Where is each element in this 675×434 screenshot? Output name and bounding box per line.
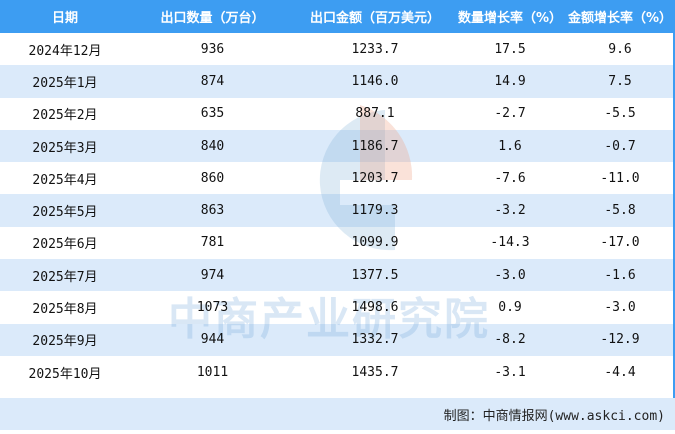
table-header: 日期 出口数量（万台） 出口金额（百万美元） 数量增长率（%） 金额增长率（%） (0, 0, 675, 33)
header-date: 日期 (51, 11, 78, 26)
cell-amount: 1179.3 (351, 203, 399, 219)
cell-quantity-growth: 0.9 (498, 300, 522, 316)
header-amount-growth: 金额增长率（%） (567, 11, 673, 26)
table-row: 2025年10月 1011 1435.7 -3.1 -4.4 (0, 356, 675, 388)
table-row: 2025年8月 1073 1498.6 0.9 -3.0 (0, 291, 675, 323)
header-quantity: 出口数量（万台） (160, 11, 265, 26)
cell-amount-growth: 7.5 (608, 73, 632, 89)
cell-date: 2025年6月 (32, 237, 98, 253)
cell-amount: 1498.6 (351, 300, 399, 316)
cell-quantity: 635 (200, 106, 225, 122)
cell-quantity-growth: -14.3 (490, 235, 530, 251)
cell-amount: 1203.7 (351, 170, 399, 186)
cell-amount-growth: -11.0 (600, 170, 640, 186)
table-row: 2025年4月 860 1203.7 -7.6 -11.0 (0, 162, 675, 194)
cell-amount-growth: -5.8 (604, 203, 636, 219)
table-row: 2025年2月 635 887.1 -2.7 -5.5 (0, 98, 675, 130)
cell-quantity: 1073 (196, 300, 229, 316)
cell-quantity-growth: -3.2 (494, 203, 526, 219)
cell-amount: 1377.5 (351, 267, 399, 283)
cell-quantity-growth: -8.2 (494, 332, 526, 348)
cell-quantity: 874 (200, 73, 225, 89)
cell-date: 2025年7月 (32, 269, 98, 285)
table-row: 2025年3月 840 1186.7 1.6 -0.7 (0, 129, 675, 163)
cell-amount-growth: -5.5 (604, 106, 636, 122)
cell-quantity-growth: -3.0 (494, 267, 526, 283)
cell-quantity: 1011 (196, 364, 229, 380)
data-table: 日期 出口数量（万台） 出口金额（百万美元） 数量增长率（%） 金额增长率（%）… (0, 0, 675, 388)
cell-date: 2025年10月 (28, 366, 102, 382)
cell-amount-growth: -12.9 (600, 332, 640, 348)
cell-amount: 1146.0 (351, 73, 399, 89)
cell-amount: 1233.7 (351, 41, 399, 57)
footer: 制图：中商情报网(www.askci.com) (0, 398, 675, 430)
cell-quantity-growth: 1.6 (498, 138, 522, 154)
cell-date: 2025年9月 (32, 334, 98, 350)
cell-quantity-growth: 17.5 (494, 41, 526, 57)
cell-quantity: 936 (200, 41, 225, 57)
cell-quantity: 974 (200, 267, 225, 283)
cell-date: 2025年4月 (32, 172, 98, 188)
cell-amount-growth: -17.0 (600, 235, 640, 251)
table-row: 2024年12月 936 1233.7 17.5 9.6 (0, 33, 675, 65)
cell-quantity-growth: -3.1 (494, 364, 526, 380)
cell-amount: 1332.7 (351, 332, 399, 348)
cell-date: 2024年12月 (28, 43, 102, 59)
cell-date: 2025年2月 (32, 108, 98, 124)
cell-quantity: 840 (200, 138, 225, 154)
table-row: 2025年5月 863 1179.3 -3.2 -5.8 (0, 194, 675, 227)
table-row: 2025年7月 974 1377.5 -3.0 -1.6 (0, 259, 675, 292)
table-row: 2025年1月 874 1146.0 14.9 7.5 (0, 65, 675, 98)
table-row: 2025年9月 944 1332.7 -8.2 -12.9 (0, 323, 675, 356)
cell-quantity-growth: -7.6 (494, 170, 526, 186)
cell-amount: 1186.7 (351, 138, 399, 154)
cell-quantity-growth: 14.9 (494, 73, 526, 89)
cell-quantity: 944 (200, 332, 225, 348)
cell-amount: 887.1 (355, 106, 395, 122)
header-amount: 出口金额（百万美元） (309, 11, 440, 26)
cell-amount: 1435.7 (351, 364, 399, 380)
table-border (673, 33, 675, 398)
cell-quantity: 781 (200, 235, 225, 251)
cell-quantity-growth: -2.7 (494, 106, 526, 122)
cell-amount-growth: -3.0 (604, 300, 636, 316)
cell-quantity: 863 (200, 203, 225, 219)
cell-amount-growth: 9.6 (608, 41, 632, 57)
cell-date: 2025年5月 (32, 205, 98, 221)
cell-amount: 1099.9 (351, 235, 399, 251)
cell-date: 2025年1月 (32, 75, 98, 91)
header-quantity-growth: 数量增长率（%） (457, 11, 563, 26)
cell-amount-growth: -4.4 (604, 364, 636, 380)
cell-date: 2025年3月 (32, 140, 98, 156)
cell-date: 2025年8月 (32, 302, 98, 318)
table-row: 2025年6月 781 1099.9 -14.3 -17.0 (0, 227, 675, 259)
source-credit: 制图：中商情报网(www.askci.com) (443, 409, 665, 424)
cell-quantity: 860 (200, 170, 225, 186)
cell-amount-growth: -1.6 (604, 267, 636, 283)
cell-amount-growth: -0.7 (604, 138, 636, 154)
